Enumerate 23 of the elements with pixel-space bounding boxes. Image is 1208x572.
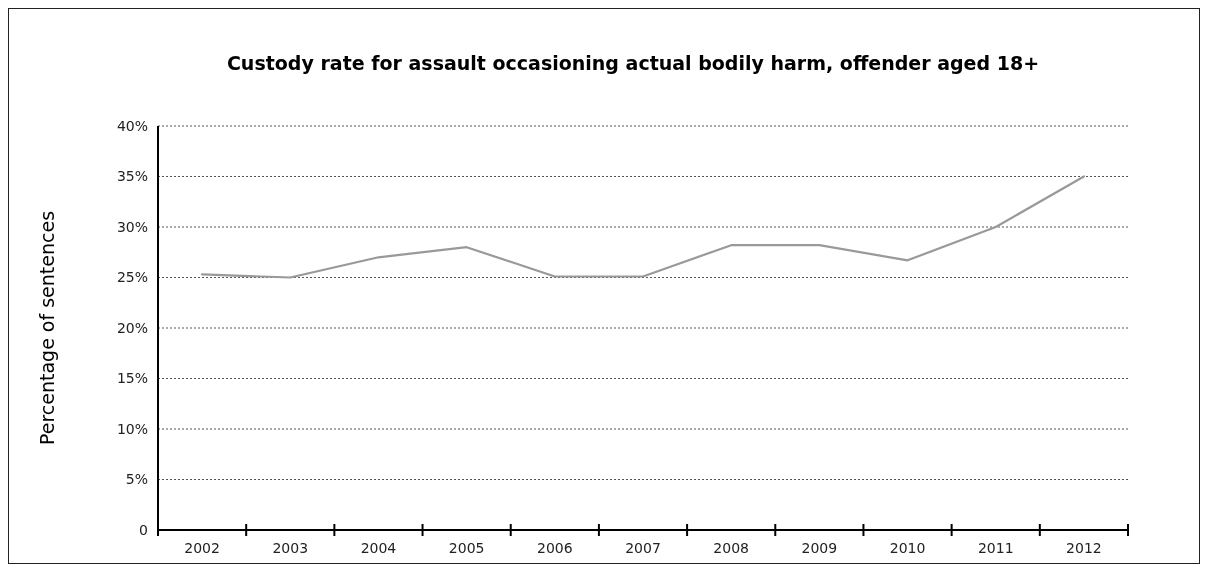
line-series (200, 175, 1086, 279)
x-tick-label: 2012 (1066, 540, 1102, 556)
x-tick-label: 2003 (272, 540, 309, 556)
x-tick-label: 2010 (889, 540, 926, 556)
y-tick-label: 0 (139, 521, 148, 538)
x-tick-label: 2009 (801, 540, 838, 556)
y-tick-label: 25% (116, 269, 148, 286)
y-tick-label: 15% (116, 370, 148, 387)
y-tick-label: 20% (116, 319, 148, 336)
y-tick-label: 10% (116, 420, 148, 437)
x-tick-label: 2002 (184, 540, 220, 556)
y-tick-label: 35% (116, 168, 148, 185)
x-tick-label: 2007 (625, 540, 661, 556)
x-tick-label: 2008 (713, 540, 749, 556)
y-tick-label: 30% (116, 218, 148, 235)
x-tick-label: 2011 (977, 540, 1014, 556)
chart-title: Custody rate for assault occasioning actual bodily harm, offender aged 18+ (226, 52, 1040, 74)
y-tick-label: 5% (125, 471, 148, 488)
x-tick-label: 2005 (448, 540, 485, 556)
y-tick-label: 40% (116, 117, 148, 134)
x-tick-label: 2006 (537, 540, 573, 556)
x-tick-label: 2004 (360, 540, 397, 556)
y-axis-title: Percentage of sentences (36, 210, 58, 446)
